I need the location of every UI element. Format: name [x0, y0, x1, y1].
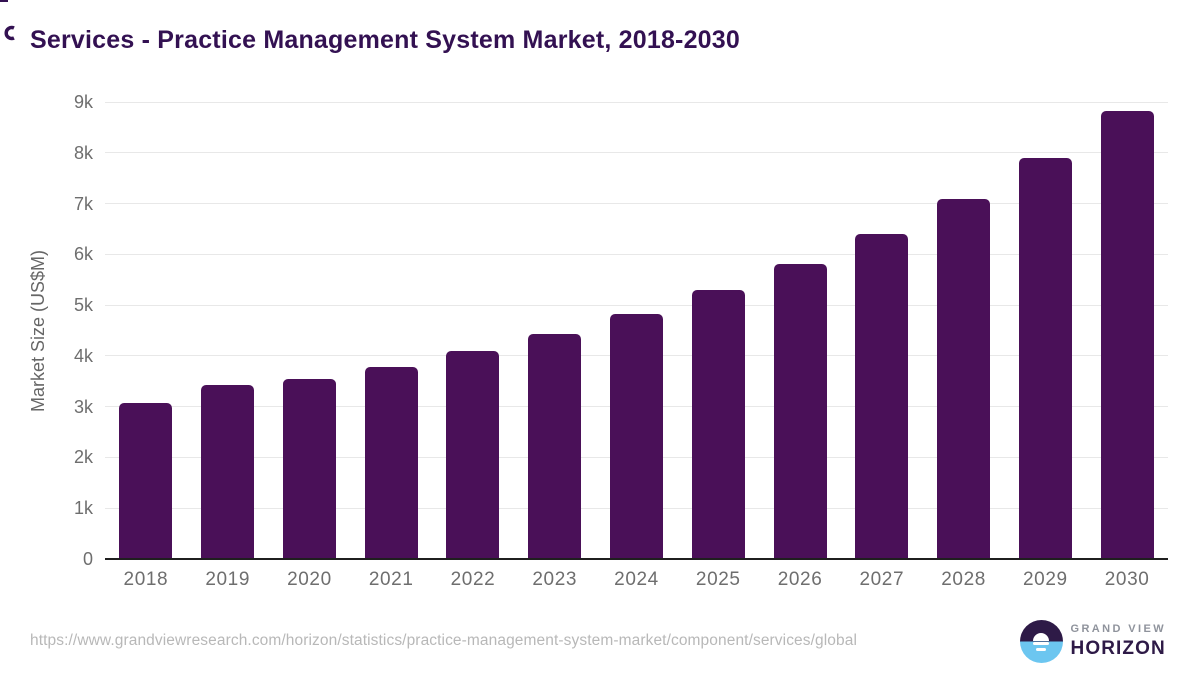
y-tick-label-9k: 9k: [73, 92, 93, 112]
grand-view-horizon-logo: GRAND VIEW HORIZON: [1019, 619, 1167, 663]
bar-2019: [201, 384, 255, 559]
sun-dome-shape: [1033, 633, 1049, 641]
y-tick-label-6k: 6k: [73, 244, 93, 265]
x-tick-label-2020: 2020: [287, 569, 332, 590]
x-tick-label-2028: 2028: [941, 569, 986, 590]
x-tick-label-2027: 2027: [859, 569, 905, 590]
reflection-line-1: [1033, 641, 1049, 645]
x-tick-label-2022: 2022: [450, 569, 496, 590]
bar-2020: [282, 378, 336, 559]
gridline-8k: [105, 152, 1168, 154]
x-tick-label-2029: 2029: [1023, 569, 1068, 590]
x-tick-label-2030: 2030: [1104, 569, 1150, 590]
x-tick-label-2019: 2019: [205, 569, 250, 590]
logo-horizon-text: HORIZON: [1070, 638, 1166, 659]
y-tick-label-2k: 2k: [73, 447, 93, 468]
gridline-5k: [105, 304, 1168, 306]
x-tick-label-2021: 2021: [368, 569, 414, 590]
y-tick-label-5k: 5k: [73, 295, 93, 316]
bar-2030: [1100, 111, 1154, 559]
gridline-9k: [105, 101, 1168, 103]
gridline-7k: [105, 203, 1168, 205]
y-tick-label-1k: 1k: [73, 498, 93, 519]
corner-decorative-mark: [0, 0, 15, 41]
bar-2027: [855, 233, 909, 559]
logo-grand-view-text: GRAND VIEW: [1070, 623, 1166, 635]
footer: https://www.grandviewresearch.com/horizo…: [30, 616, 1166, 666]
x-axis-tick-labels: 2018 2019 2020 2021 2022 2023 2024 2025 2026 2027…: [105, 569, 1168, 593]
reflection-line-2: [1036, 647, 1046, 651]
gridline-6k: [105, 253, 1168, 255]
bar-2018: [119, 403, 173, 559]
bar-2028: [937, 199, 991, 559]
y-tick-label-7k: 7k: [73, 193, 93, 214]
bar-2022: [446, 350, 500, 559]
horizon-sun-icon: [1019, 619, 1063, 663]
x-tick-label-2024: 2024: [614, 569, 659, 590]
x-tick-label-2023: 2023: [532, 569, 578, 590]
bar-2024: [610, 313, 663, 559]
y-tick-label-4k: 4k: [73, 345, 93, 366]
y-tick-label-0: 0: [82, 549, 93, 569]
y-tick-label-8k: 8k: [73, 142, 93, 163]
bar-2021: [364, 367, 418, 559]
chart-title: Services - Practice Management System Ma…: [30, 26, 740, 54]
x-tick-label-2025: 2025: [695, 569, 741, 590]
bar-2023: [528, 333, 582, 559]
source-url: https://www.grandviewresearch.com/horizo…: [30, 632, 857, 649]
bar-2029: [1018, 158, 1072, 559]
bar-2025: [691, 290, 745, 559]
x-tick-label-2018: 2018: [123, 569, 169, 590]
x-tick-label-2026: 2026: [777, 569, 823, 590]
logo-text: GRAND VIEW HORIZON: [1070, 623, 1167, 659]
y-tick-label-3k: 3k: [73, 396, 93, 417]
bar-2026: [773, 263, 827, 559]
x-axis-line: [105, 558, 1168, 560]
plot-area: [105, 101, 1168, 560]
y-axis-tick-labels: 0 1k 2k 3k 4k 5k 6k 7k 8k 9k: [0, 92, 93, 569]
